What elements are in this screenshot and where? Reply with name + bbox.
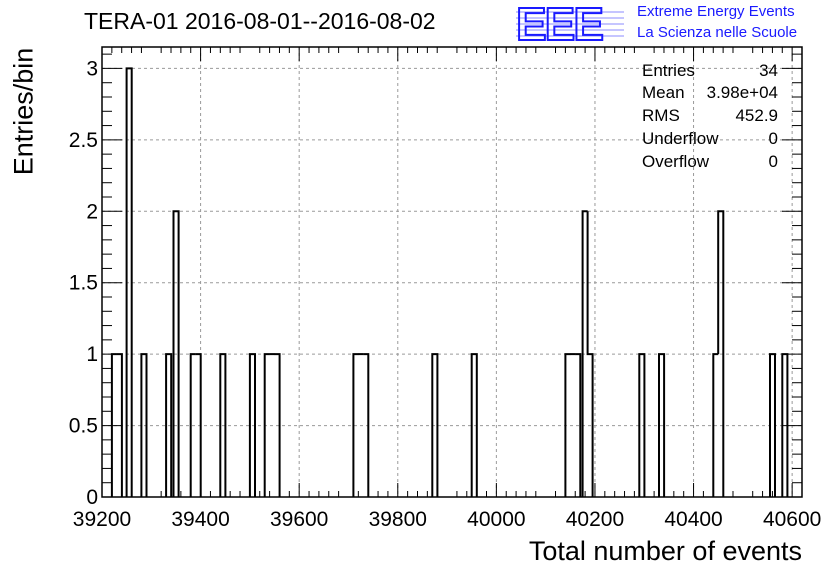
histogram-bin bbox=[274, 353, 281, 497]
histogram-bin bbox=[195, 353, 202, 497]
stat-value-underflow: 0 bbox=[768, 129, 778, 148]
x-tick-label: 39600 bbox=[270, 508, 328, 531]
stat-value-overflow: 0 bbox=[768, 152, 778, 171]
histogram-bin bbox=[363, 353, 370, 497]
y-tick-label: 1.5 bbox=[69, 272, 98, 295]
histogram-bin bbox=[712, 353, 719, 497]
histogram-bin bbox=[717, 210, 725, 497]
stat-label-overflow: Overflow bbox=[642, 152, 710, 171]
stat-value-mean: 3.98e+04 bbox=[706, 83, 778, 102]
plot-frame bbox=[101, 46, 803, 498]
y-tick-label: 1 bbox=[86, 343, 98, 366]
histogram-bin bbox=[263, 353, 270, 497]
y-tick-label: 2 bbox=[86, 200, 98, 223]
tick-labels: 39200 39400 39600 39800 40000 40200 40400 40600… bbox=[69, 57, 822, 531]
y-tick-label: 0.5 bbox=[69, 415, 98, 438]
y-tick-label: 0 bbox=[86, 486, 98, 509]
histogram-bin bbox=[140, 353, 148, 497]
histogram-bin bbox=[352, 353, 359, 497]
histogram-bin bbox=[470, 353, 478, 497]
logo-line-1: Extreme Energy Events bbox=[637, 3, 795, 20]
stat-value-rms: 452.9 bbox=[735, 106, 778, 125]
x-tick-label: 39400 bbox=[171, 508, 229, 531]
grid-lines bbox=[101, 47, 802, 498]
stat-value-entries: 34 bbox=[759, 61, 778, 80]
stat-label-underflow: Underflow bbox=[642, 129, 719, 148]
histogram-series bbox=[110, 67, 789, 497]
histogram-bin bbox=[248, 353, 256, 497]
stat-label-entries: Entries bbox=[642, 61, 695, 80]
histogram-bin bbox=[575, 353, 582, 497]
histogram-bin bbox=[189, 353, 196, 497]
histogram-bin bbox=[638, 353, 646, 497]
y-tick-label: 3 bbox=[86, 57, 98, 80]
x-tick-label: 40200 bbox=[566, 508, 624, 531]
histogram-bin bbox=[125, 67, 133, 497]
stat-label-mean: Mean bbox=[642, 83, 685, 102]
histogram-bin bbox=[219, 353, 227, 497]
eee-logo: EEE bbox=[516, 2, 624, 44]
histogram-bin bbox=[769, 353, 776, 497]
x-tick-label: 40000 bbox=[467, 508, 525, 531]
chart-title: TERA-01 2016-08-01--2016-08-02 bbox=[84, 8, 436, 34]
histogram-bin bbox=[172, 210, 180, 497]
y-tick-label: 2.5 bbox=[69, 129, 98, 152]
histogram-bin bbox=[165, 353, 173, 497]
logo-line-2: La Scienza nelle Scuole bbox=[637, 24, 798, 41]
histogram-bin bbox=[431, 353, 439, 497]
histogram-bin bbox=[581, 210, 588, 497]
histogram-bin bbox=[586, 211, 594, 497]
x-axis-label: Total number of events bbox=[528, 536, 802, 566]
x-tick-label: 40400 bbox=[664, 508, 722, 531]
axis-ticks bbox=[101, 47, 803, 498]
logo-text: EEE bbox=[516, 2, 602, 44]
histogram-bin bbox=[564, 353, 571, 497]
x-tick-label: 39200 bbox=[73, 508, 131, 531]
y-axis-label: Entries/bin bbox=[8, 47, 39, 176]
x-tick-label: 39800 bbox=[369, 508, 427, 531]
histogram-bin bbox=[658, 353, 666, 497]
stat-label-rms: RMS bbox=[642, 106, 680, 125]
x-tick-label: 40600 bbox=[763, 508, 821, 531]
